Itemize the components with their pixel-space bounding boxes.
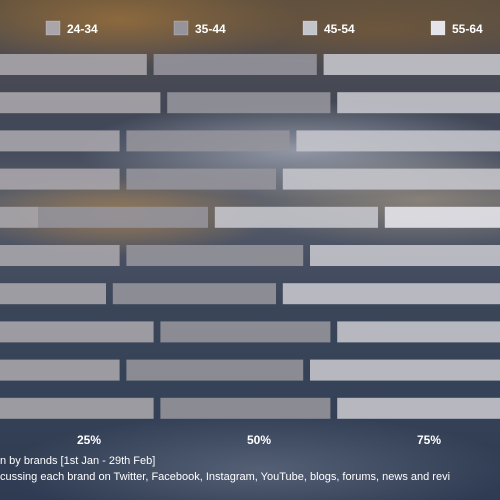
legend: 24-34 35-44 45-54 55-64 — [45, 20, 483, 36]
footnote-title: n by brands [1st Jan - 29th Feb] — [0, 455, 156, 467]
bar-row9-45-54 — [310, 359, 500, 381]
bar-row5-24-34 — [0, 206, 38, 228]
footnote-source: cussing each brand on Twitter, Facebook,… — [0, 471, 451, 483]
legend-swatch-55-64 — [430, 20, 446, 36]
legend-label-55-64: 55-64 — [452, 22, 483, 36]
legend-label-24-34: 24-34 — [67, 22, 98, 36]
x-axis-ticks: 25% 50% 75% — [77, 433, 441, 447]
bar-row6-45-54 — [310, 245, 500, 266]
bar-row3-35-44 — [126, 130, 290, 152]
bar-row1-45-54 — [323, 54, 500, 75]
bar-row10-45-54 — [337, 397, 500, 419]
bar-row5-55-64 — [384, 206, 500, 228]
bar-row5-45-54 — [214, 206, 378, 228]
x-tick-label: 75% — [417, 433, 441, 447]
bar-row8-35-44 — [160, 321, 331, 343]
bar-row7-24-34 — [0, 283, 106, 305]
x-tick-label: 25% — [77, 433, 101, 447]
x-tick-label: 50% — [247, 433, 271, 447]
bar-row3-45-54 — [296, 130, 500, 152]
bar-row7-45-54 — [282, 283, 500, 305]
bar-row10-35-44 — [160, 397, 331, 419]
bar-row8-45-54 — [337, 321, 500, 343]
legend-swatch-24-34 — [45, 20, 61, 36]
bar-row8-24-34 — [0, 321, 154, 343]
legend-swatch-45-54 — [302, 20, 318, 36]
bar-row4-35-44 — [126, 168, 277, 190]
bar-row2-24-34 — [0, 92, 161, 114]
legend-label-35-44: 35-44 — [195, 22, 226, 36]
bar-row3-24-34 — [0, 130, 120, 152]
bar-row7-35-44 — [112, 283, 276, 305]
bars — [0, 54, 500, 419]
bar-row6-35-44 — [126, 245, 304, 266]
bar-row6-24-34 — [0, 245, 120, 266]
bar-row1-35-44 — [153, 54, 317, 75]
bar-row4-45-54 — [282, 168, 500, 190]
bar-row2-35-44 — [167, 92, 331, 114]
bar-row2-45-54 — [337, 92, 500, 114]
bar-row9-24-34 — [0, 359, 120, 381]
bar-row1-24-34 — [0, 54, 147, 75]
bar-row10-24-34 — [0, 397, 154, 419]
legend-label-45-54: 45-54 — [324, 22, 355, 36]
bar-row4-24-34 — [0, 168, 120, 190]
bar-row9-35-44 — [126, 359, 304, 381]
bar-row5-35-44 — [38, 206, 208, 228]
legend-swatch-35-44 — [173, 20, 189, 36]
